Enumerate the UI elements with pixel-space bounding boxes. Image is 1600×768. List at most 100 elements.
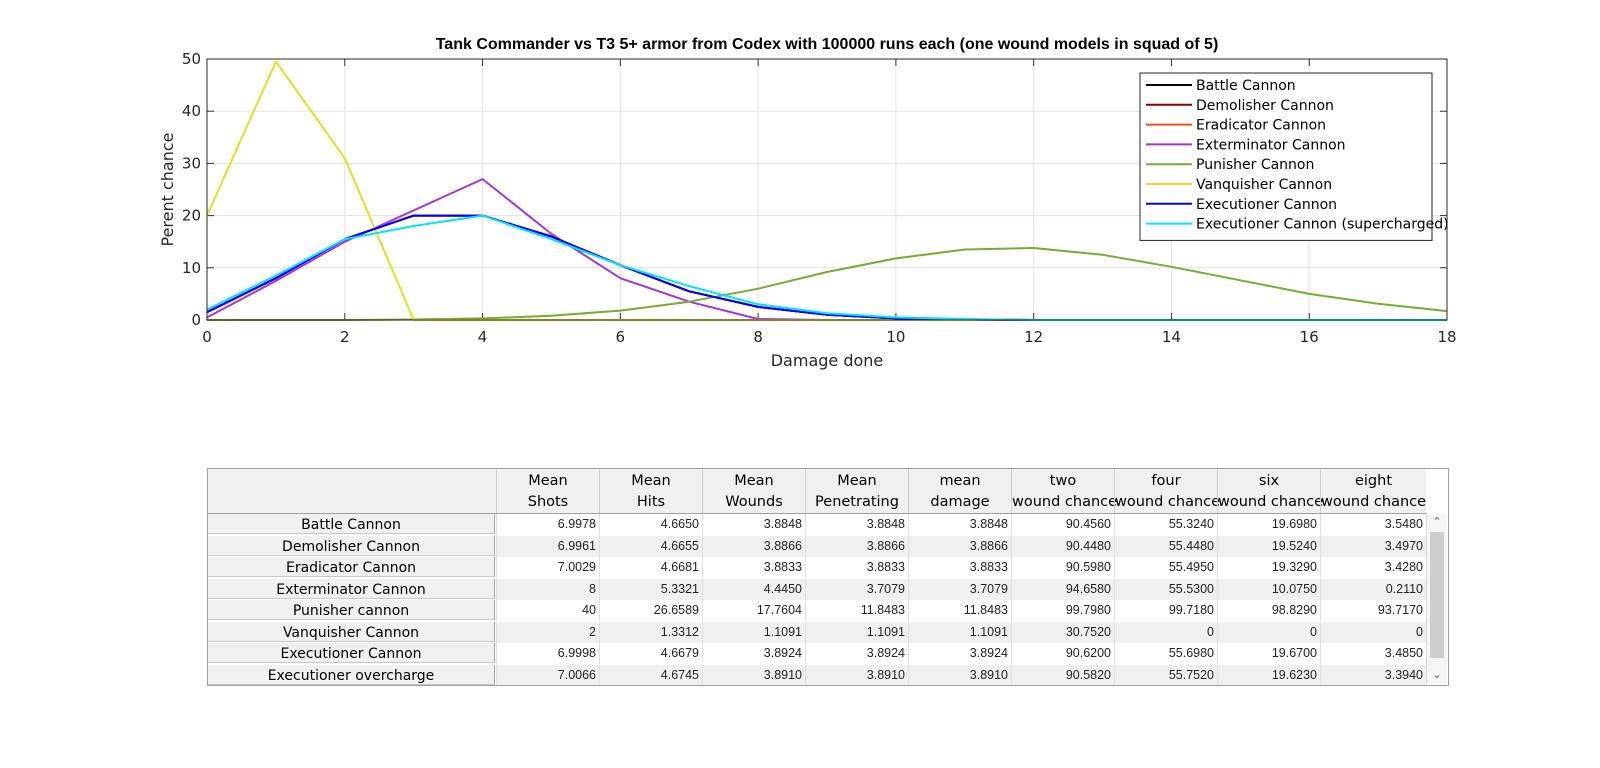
table-cell[interactable]: 7.0066 xyxy=(496,664,599,685)
table-cell[interactable]: 0 xyxy=(1114,621,1217,643)
table-cell[interactable]: 4.6681 xyxy=(599,557,702,578)
table-cell[interactable]: 93.7170 xyxy=(1320,600,1426,621)
table-row[interactable]: 40 26.6589 17.7604 11.8483 11.8483 99.7980 99.… xyxy=(496,600,1426,621)
table-cell[interactable]: 3.8848 xyxy=(805,514,908,535)
row-label[interactable]: Vanquisher Cannon xyxy=(208,621,495,642)
table-cell[interactable]: 3.7079 xyxy=(805,578,908,600)
table-cell[interactable]: 94.6580 xyxy=(1011,578,1114,600)
table-cell[interactable]: 3.5480 xyxy=(1320,514,1426,535)
column-header[interactable]: mean damage xyxy=(908,469,1011,513)
vertical-scrollbar[interactable]: ⌃ ⌄ xyxy=(1426,514,1447,684)
table-cell[interactable]: 55.7520 xyxy=(1114,664,1217,685)
table-row[interactable]: 7.0029 4.6681 3.8833 3.8833 3.8833 90.5980 55.… xyxy=(496,557,1426,578)
column-header[interactable]: Mean Shots xyxy=(496,469,599,513)
table-cell[interactable]: 2 xyxy=(496,621,599,643)
table-cell[interactable]: 3.3940 xyxy=(1320,664,1426,685)
table-cell[interactable]: 90.6200 xyxy=(1011,643,1114,664)
table-cell[interactable]: 3.8924 xyxy=(908,643,1011,664)
table-cell[interactable]: 90.4560 xyxy=(1011,514,1114,535)
table-cell[interactable]: 55.6980 xyxy=(1114,643,1217,664)
table-cell[interactable]: 55.3240 xyxy=(1114,514,1217,535)
table-cell[interactable]: 19.6980 xyxy=(1217,514,1320,535)
row-label[interactable]: Demolisher Cannon xyxy=(208,535,495,556)
table-cell[interactable]: 3.8910 xyxy=(702,664,805,685)
table-cell[interactable]: 19.6700 xyxy=(1217,643,1320,664)
table-cell[interactable]: 3.4970 xyxy=(1320,535,1426,557)
table-cell[interactable]: 90.5980 xyxy=(1011,557,1114,578)
table-row[interactable]: 2 1.3312 1.1091 1.1091 1.1091 30.7520 0 0 0 xyxy=(496,621,1426,643)
table-cell[interactable]: 0 xyxy=(1217,621,1320,643)
table-cell[interactable]: 4.4450 xyxy=(702,578,805,600)
column-header[interactable]: four wound chance xyxy=(1114,469,1220,513)
table-cell[interactable]: 3.7079 xyxy=(908,578,1011,600)
table-cell[interactable]: 3.8866 xyxy=(908,535,1011,557)
table-cell[interactable]: 19.3290 xyxy=(1217,557,1320,578)
column-header[interactable]: Mean Penetrating xyxy=(805,469,908,513)
table-cell[interactable]: 90.5820 xyxy=(1011,664,1114,685)
scroll-up-arrow-icon[interactable]: ⌃ xyxy=(1432,516,1442,528)
table-cell[interactable]: 0 xyxy=(1320,621,1426,643)
table-cell[interactable]: 19.6230 xyxy=(1217,664,1320,685)
row-label[interactable]: Battle Cannon xyxy=(208,514,495,534)
table-cell[interactable]: 3.8866 xyxy=(702,535,805,557)
table-cell[interactable]: 11.8483 xyxy=(805,600,908,621)
table-cell[interactable]: 4.6655 xyxy=(599,535,702,557)
table-cell[interactable]: 3.8833 xyxy=(908,557,1011,578)
table-cell[interactable]: 3.8833 xyxy=(805,557,908,578)
table-cell[interactable]: 3.8910 xyxy=(805,664,908,685)
table-cell[interactable]: 1.3312 xyxy=(599,621,702,643)
row-label[interactable]: Eradicator Cannon xyxy=(208,557,495,577)
table-row[interactable]: 6.9998 4.6679 3.8924 3.8924 3.8924 90.6200 55.… xyxy=(496,643,1426,664)
table-cell[interactable]: 3.8924 xyxy=(805,643,908,664)
scrollbar-thumb[interactable] xyxy=(1430,532,1444,658)
table-row[interactable]: 6.9961 4.6655 3.8866 3.8866 3.8866 90.4480 55.… xyxy=(496,535,1426,557)
table-cell[interactable]: 3.4280 xyxy=(1320,557,1426,578)
row-label[interactable]: Executioner overcharge xyxy=(208,664,495,685)
column-header[interactable]: Mean Wounds xyxy=(702,469,805,513)
table-cell[interactable]: 3.8866 xyxy=(805,535,908,557)
table-cell[interactable]: 4.6745 xyxy=(599,664,702,685)
table-cell[interactable]: 1.1091 xyxy=(908,621,1011,643)
table-cell[interactable]: 19.5240 xyxy=(1217,535,1320,557)
table-cell[interactable]: 1.1091 xyxy=(805,621,908,643)
table-cell[interactable]: 98.8290 xyxy=(1217,600,1320,621)
table-cell[interactable]: 6.9978 xyxy=(496,514,599,535)
table-row[interactable]: 8 5.3321 4.4450 3.7079 3.7079 94.6580 55.5300 1… xyxy=(496,578,1426,600)
column-header[interactable]: Mean Hits xyxy=(599,469,702,513)
table-cell[interactable]: 3.4850 xyxy=(1320,643,1426,664)
table-cell[interactable]: 6.9998 xyxy=(496,643,599,664)
table-cell[interactable]: 55.4950 xyxy=(1114,557,1217,578)
table-cell[interactable]: 30.7520 xyxy=(1011,621,1114,643)
table-cell[interactable]: 4.6679 xyxy=(599,643,702,664)
table-row[interactable]: 7.0066 4.6745 3.8910 3.8910 3.8910 90.5820 55.… xyxy=(496,664,1426,685)
table-cell[interactable]: 5.3321 xyxy=(599,578,702,600)
table-cell[interactable]: 11.8483 xyxy=(908,600,1011,621)
row-label[interactable]: Executioner Cannon xyxy=(208,643,495,663)
table-cell[interactable]: 0.2110 xyxy=(1320,578,1426,600)
table-row[interactable]: 6.9978 4.6650 3.8848 3.8848 3.8848 90.4560 55.… xyxy=(496,514,1426,535)
table-cell[interactable]: 3.8833 xyxy=(702,557,805,578)
table-cell[interactable]: 7.0029 xyxy=(496,557,599,578)
table-cell[interactable]: 17.7604 xyxy=(702,600,805,621)
table-cell[interactable]: 8 xyxy=(496,578,599,600)
table-cell[interactable]: 90.4480 xyxy=(1011,535,1114,557)
row-label[interactable]: Punisher cannon xyxy=(208,600,495,620)
column-header[interactable]: two wound chance xyxy=(1011,469,1117,513)
table-cell[interactable]: 6.9961 xyxy=(496,535,599,557)
table-cell[interactable]: 3.8924 xyxy=(702,643,805,664)
scroll-down-arrow-icon[interactable]: ⌄ xyxy=(1432,669,1442,681)
table-cell[interactable]: 40 xyxy=(496,600,599,621)
table-cell[interactable]: 10.0750 xyxy=(1217,578,1320,600)
table-cell[interactable]: 55.4480 xyxy=(1114,535,1217,557)
table-cell[interactable]: 99.7980 xyxy=(1011,600,1114,621)
table-cell[interactable]: 26.6589 xyxy=(599,600,702,621)
table-cell[interactable]: 3.8848 xyxy=(908,514,1011,535)
table-cell[interactable]: 3.8848 xyxy=(702,514,805,535)
table-cell[interactable]: 3.8910 xyxy=(908,664,1011,685)
table-cell[interactable]: 99.7180 xyxy=(1114,600,1217,621)
table-cell[interactable]: 55.5300 xyxy=(1114,578,1217,600)
row-label[interactable]: Exterminator Cannon xyxy=(208,578,495,599)
column-header[interactable]: six wound chance xyxy=(1217,469,1323,513)
table-cell[interactable]: 4.6650 xyxy=(599,514,702,535)
table-cell[interactable]: 1.1091 xyxy=(702,621,805,643)
